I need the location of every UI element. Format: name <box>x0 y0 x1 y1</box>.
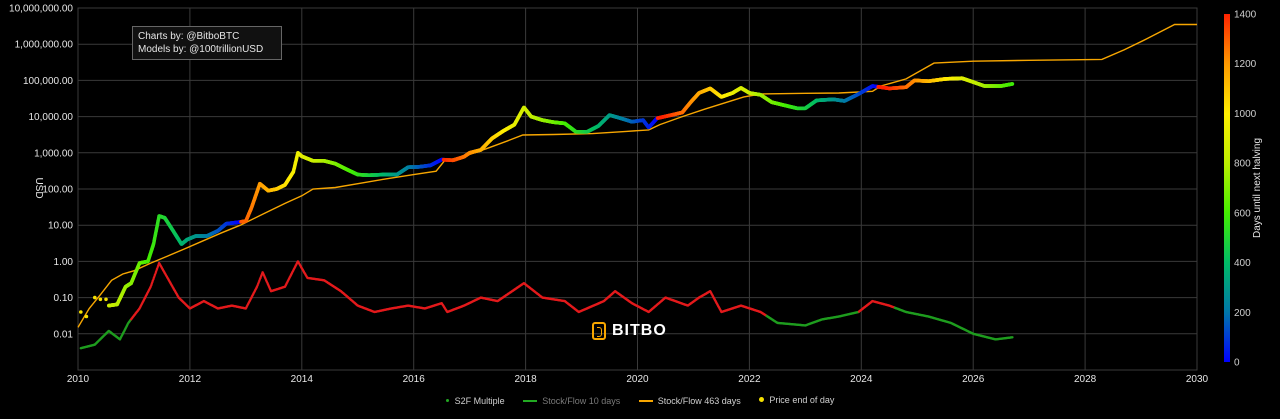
price-point <box>93 295 97 300</box>
price-point <box>79 310 83 314</box>
stock-flow-463-line <box>77 23 1197 328</box>
x-tick-label: 2030 <box>1186 374 1209 385</box>
bitbo-logo-text: BITBO <box>612 322 667 339</box>
s2f-point <box>1011 336 1014 339</box>
y-tick-label: 10,000,000.00 <box>9 4 73 15</box>
y-tick-label: 0.10 <box>54 293 74 304</box>
y-tick-label: 10,000.00 <box>29 112 74 123</box>
legend-item-stock-flow-10[interactable]: Stock/Flow 10 days <box>523 396 620 406</box>
colorbar-gradient <box>1224 14 1230 362</box>
legend-swatch-price <box>759 397 765 402</box>
series-layer <box>77 23 1197 350</box>
colorbar-tick-label: 0 <box>1234 358 1240 369</box>
legend-item-stock-flow-463[interactable]: Stock/Flow 463 days <box>638 396 741 406</box>
legend-swatch-stock-flow-463 <box>638 400 653 402</box>
legend-label: Stock/Flow 10 days <box>542 396 621 406</box>
x-tick-label: 2020 <box>626 374 649 385</box>
series-stock-flow-463 <box>77 23 1197 328</box>
x-tick-label: 2024 <box>850 374 873 385</box>
colorbar-tick-label: 400 <box>1234 258 1251 269</box>
colorbar-tick-label: 200 <box>1234 308 1251 319</box>
colorbar-tick-label: 1000 <box>1234 109 1257 120</box>
credits-box: Charts by: @BitboBTC Models by: @100tril… <box>132 26 282 60</box>
colorbar-tick-label: 1200 <box>1234 59 1257 70</box>
bitbo-logo-icon <box>592 322 606 340</box>
x-tick-label: 2022 <box>738 374 761 385</box>
legend: S2F Multiple Stock/Flow 10 days Stock/Fl… <box>0 394 1280 406</box>
colorbar-title: Days until next halving <box>1252 138 1263 238</box>
x-tick-label: 2010 <box>67 374 90 385</box>
x-axis-ticks: 2010 2012 2014 2016 2018 2020 2022 2024 2026 2028… <box>67 374 1209 385</box>
y-tick-label: 0.01 <box>54 329 74 340</box>
bitbo-logo: BITBO <box>592 322 667 340</box>
grid <box>77 7 1198 371</box>
x-tick-label: 2016 <box>403 374 426 385</box>
x-tick-label: 2012 <box>179 374 202 385</box>
x-tick-label: 2026 <box>962 374 985 385</box>
colorbar-tick-label: 1400 <box>1234 10 1257 21</box>
colorbar-tick-label: 800 <box>1234 159 1251 170</box>
credits-line-2: Models by: @100trillionUSD <box>138 44 264 55</box>
price-point <box>104 297 108 302</box>
y-tick-label: 1,000.00 <box>34 148 73 159</box>
x-tick-label: 2014 <box>291 374 314 385</box>
legend-item-price[interactable]: Price end of day <box>759 395 834 405</box>
series-s2f-multiple <box>79 260 1014 350</box>
y-tick-label: 100.00 <box>42 185 73 196</box>
legend-item-s2f-multiple[interactable]: S2F Multiple <box>445 395 505 406</box>
y-axis-title: USD <box>33 177 44 198</box>
legend-swatch-stock-flow-10 <box>523 400 538 402</box>
x-tick-label: 2028 <box>1074 374 1097 385</box>
y-tick-label: 1.00 <box>54 257 74 268</box>
y-axis-ticks: 10,000,000.00 1,000,000.00 100,000.00 10,00… <box>9 4 73 341</box>
series-price <box>79 76 1015 319</box>
legend-swatch-s2f-multiple <box>445 399 449 402</box>
x-tick-label: 2018 <box>514 374 537 385</box>
price-point <box>84 314 89 319</box>
credits-line-1: Charts by: @BitboBTC <box>138 31 240 42</box>
colorbar-tick-label: 600 <box>1234 208 1251 219</box>
legend-label: S2F Multiple <box>454 395 505 406</box>
legend-label: Price end of day <box>769 394 835 405</box>
y-tick-label: 1,000,000.00 <box>15 40 74 51</box>
y-tick-label: 100,000.00 <box>23 76 73 87</box>
price-point <box>98 297 103 302</box>
price-point <box>1010 82 1015 86</box>
legend-label: Stock/Flow 463 days <box>657 396 741 406</box>
y-tick-label: 10.00 <box>48 221 73 232</box>
